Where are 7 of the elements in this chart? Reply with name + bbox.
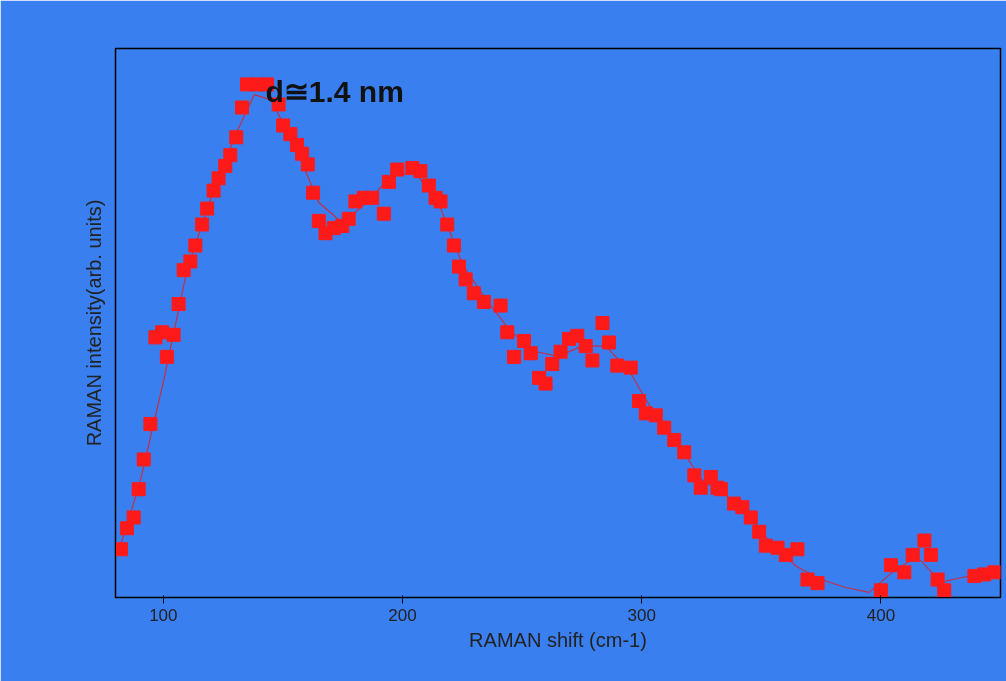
x-tick-label: 100 <box>149 605 178 625</box>
x-axis-title: RAMAN shift (cm-1) <box>469 628 647 651</box>
x-tick-label: 400 <box>866 605 896 625</box>
x-tick-label: 300 <box>627 605 656 625</box>
y-axis-title: RAMAN intensity(arb. units) <box>82 199 105 447</box>
x-tick-label: 200 <box>388 605 417 625</box>
annotation: d≅1.4 nm <box>265 74 404 108</box>
